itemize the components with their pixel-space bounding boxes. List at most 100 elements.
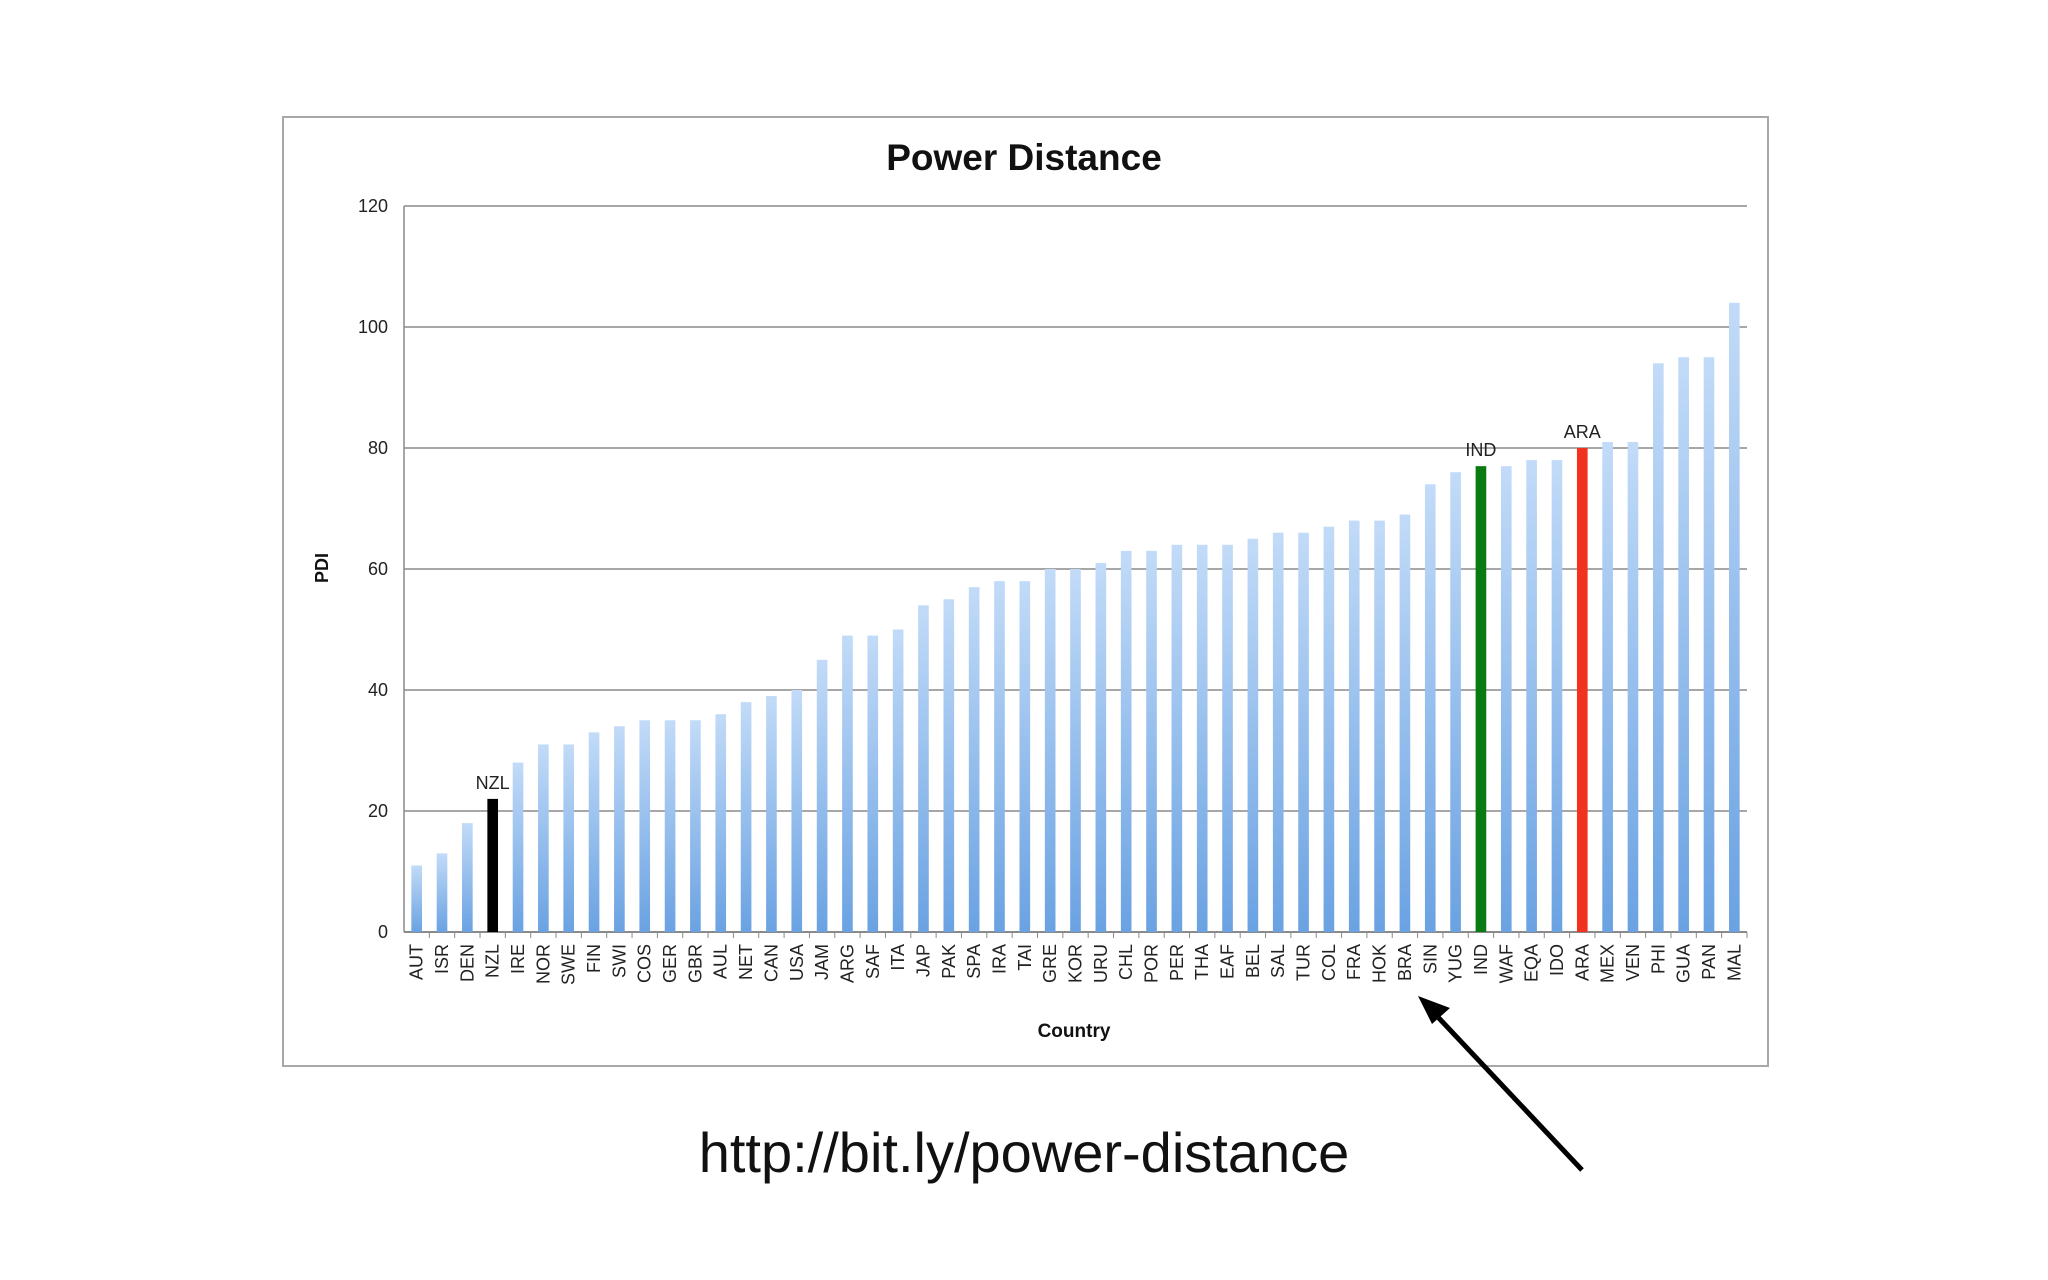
- x-axis-label: Country: [1038, 1021, 1111, 1042]
- bar-phi: [1652, 363, 1664, 932]
- x-tick-label-kor: KOR: [1066, 944, 1086, 983]
- x-tick-label-jam: JAM: [812, 944, 832, 980]
- x-tick-label-saf: SAF: [863, 944, 883, 979]
- bar-ira: [994, 581, 1005, 932]
- bar-fra: [1348, 520, 1360, 932]
- x-tick-label-jap: JAP: [913, 944, 933, 977]
- bar-fin: [588, 732, 600, 932]
- x-tick-label-net: NET: [736, 944, 756, 980]
- x-tick-label-chl: CHL: [1116, 944, 1136, 980]
- x-tick-label-mal: MAL: [1724, 944, 1744, 981]
- y-tick-label: 80: [368, 438, 388, 458]
- bar-ara: [1576, 448, 1588, 932]
- bar-bel: [1247, 538, 1259, 932]
- x-tick-label-yug: YUG: [1446, 944, 1466, 983]
- x-tick-label-fin: FIN: [584, 944, 604, 973]
- bar-ven: [1627, 441, 1639, 932]
- x-tick-label-ger: GER: [660, 944, 680, 983]
- bar-chart: Power Distance PDI Country 0 20 40 60 80 100 1…: [312, 137, 1748, 1042]
- bar-isr: [436, 853, 448, 932]
- bar-sal: [1272, 532, 1284, 932]
- x-tick-label-eqa: EQA: [1522, 944, 1542, 982]
- x-tick-label-bel: BEL: [1243, 944, 1263, 978]
- highlight-label-ara: ARA: [1564, 422, 1601, 442]
- bar-gre: [1044, 569, 1056, 932]
- x-tick-label-per: PER: [1167, 944, 1187, 981]
- bar-sin: [1424, 484, 1436, 932]
- bar-eaf: [1222, 544, 1233, 932]
- bar-ind: [1475, 466, 1487, 932]
- x-tick-label-waf: WAF: [1496, 944, 1516, 983]
- bar-gbr: [690, 720, 701, 932]
- x-tick-label-nor: NOR: [533, 944, 553, 984]
- bar-can: [766, 696, 777, 932]
- bar-saf: [867, 635, 879, 932]
- highlight-label-nzl: NZL: [476, 773, 510, 793]
- url-caption[interactable]: http://bit.ly/power-distance: [698, 1121, 1350, 1184]
- x-tick-label-usa: USA: [787, 944, 807, 981]
- x-tick-label-ita: ITA: [888, 944, 908, 971]
- x-tick-label-gua: GUA: [1674, 944, 1694, 983]
- bar-uru: [1095, 562, 1107, 932]
- x-tick-label-nzl: NZL: [483, 944, 503, 978]
- x-tick-label-cos: COS: [635, 944, 655, 983]
- bar-tur: [1298, 532, 1309, 932]
- bar-col: [1323, 526, 1335, 932]
- y-tick-label: 120: [358, 196, 388, 216]
- x-tick-labels: AUT ISR DEN NZL IRE NOR SWE FIN SWI COS GER GBR AUL N…: [407, 932, 1748, 985]
- x-tick-label-tur: TUR: [1294, 944, 1314, 981]
- bar-waf: [1500, 466, 1512, 932]
- bar-jap: [918, 605, 929, 932]
- bar-net: [740, 702, 752, 932]
- x-tick-label-ira: IRA: [989, 944, 1009, 974]
- x-tick-label-gre: GRE: [1040, 944, 1060, 983]
- bar-tai: [1019, 581, 1031, 932]
- x-tick-label-col: COL: [1319, 944, 1339, 981]
- bar-chl: [1120, 550, 1132, 932]
- x-tick-label-por: POR: [1142, 944, 1162, 983]
- x-tick-label-ire: IRE: [508, 944, 528, 974]
- x-tick-label-pan: PAN: [1699, 944, 1719, 980]
- bars: [411, 302, 1740, 932]
- chart-title: Power Distance: [886, 137, 1162, 178]
- bar-arg: [842, 635, 853, 932]
- x-tick-label-den: DEN: [457, 944, 477, 982]
- bar-swi: [614, 726, 625, 932]
- bar-nzl: [487, 798, 499, 932]
- bar-swe: [563, 744, 575, 932]
- x-tick-label-tha: THA: [1192, 944, 1212, 980]
- highlight-label-ind: IND: [1465, 440, 1496, 460]
- bar-aul: [715, 714, 727, 932]
- bar-mex: [1602, 441, 1613, 932]
- bar-cos: [639, 720, 651, 932]
- x-tick-label-gbr: GBR: [685, 944, 705, 983]
- bar-ger: [664, 720, 676, 932]
- bar-mal: [1729, 302, 1740, 932]
- y-tick-label: 0: [378, 922, 388, 942]
- bar-jam: [816, 659, 828, 932]
- highlight-labels: NZL IND ARA: [476, 422, 1601, 793]
- x-tick-label-arg: ARG: [837, 944, 857, 983]
- y-tick-label: 60: [368, 559, 388, 579]
- y-tick-label: 40: [368, 680, 388, 700]
- x-tick-label-fra: FRA: [1344, 944, 1364, 980]
- y-tick-labels: 0 20 40 60 80 100 120: [358, 196, 388, 942]
- x-tick-label-uru: URU: [1091, 944, 1111, 983]
- x-tick-label-ven: VEN: [1623, 944, 1643, 981]
- bar-tha: [1196, 544, 1208, 932]
- bar-gua: [1678, 357, 1689, 932]
- bar-pan: [1703, 357, 1715, 932]
- x-tick-label-sin: SIN: [1420, 944, 1440, 974]
- bar-ido: [1551, 460, 1563, 932]
- y-tick-label: 20: [368, 801, 388, 821]
- x-tick-label-tai: TAI: [1015, 944, 1035, 971]
- bar-yug: [1450, 472, 1461, 932]
- bar-bra: [1399, 514, 1411, 932]
- bar-hok: [1374, 520, 1385, 932]
- x-tick-label-spa: SPA: [964, 944, 984, 979]
- x-tick-label-isr: ISR: [432, 944, 452, 974]
- x-tick-label-aut: AUT: [407, 944, 427, 980]
- x-tick-label-pak: PAK: [939, 944, 959, 979]
- x-tick-label-swe: SWE: [559, 944, 579, 985]
- y-axis-label: PDI: [312, 553, 332, 583]
